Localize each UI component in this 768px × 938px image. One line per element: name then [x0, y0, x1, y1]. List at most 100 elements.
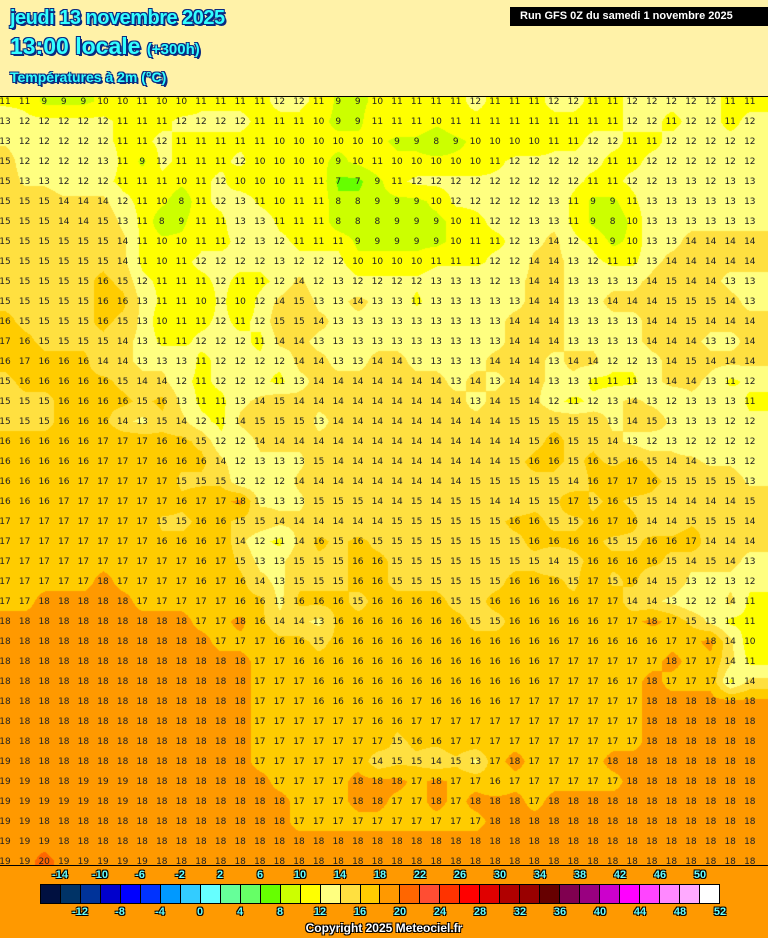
- temperature-value: 17: [371, 817, 384, 827]
- temperature-value: 15: [312, 457, 325, 467]
- temperature-value: 11: [450, 97, 462, 107]
- temperature-value: 16: [587, 457, 599, 467]
- temperature-value: 17: [293, 757, 305, 767]
- temperature-value: 15: [214, 477, 227, 487]
- temperature-value: 16: [410, 637, 423, 647]
- temperature-value: 18: [469, 837, 482, 847]
- temperature-value: 17: [214, 637, 227, 647]
- temperature-value: 11: [469, 257, 482, 267]
- temperature-value: 18: [469, 857, 482, 865]
- temperature-value: 13: [136, 337, 148, 347]
- temperature-value: 15: [410, 497, 423, 507]
- temperature-value: 18: [175, 677, 188, 687]
- temperature-value: 14: [352, 377, 364, 387]
- temperature-value: 11: [214, 217, 227, 227]
- legend-tick-label: 48: [673, 906, 687, 918]
- temperature-value: 14: [548, 257, 560, 267]
- temperature-value: 12: [254, 377, 266, 387]
- temperature-value: 16: [332, 697, 344, 707]
- temperature-value: 14: [528, 277, 540, 287]
- temperature-value: 18: [116, 677, 129, 687]
- temperature-value: 12: [77, 117, 90, 127]
- temperature-value: 16: [371, 557, 384, 567]
- temperature-value: 11: [293, 197, 305, 207]
- temperature-value: 16: [508, 517, 521, 527]
- temperature-value: 18: [567, 857, 580, 865]
- temperature-value: 12: [704, 597, 717, 607]
- temperature-value: 18: [273, 797, 286, 807]
- temperature-value: 13: [606, 417, 619, 427]
- legend-tick-label: -10: [92, 869, 108, 881]
- legend-color-swatch: [200, 885, 221, 903]
- temperature-value: 12: [567, 177, 580, 187]
- temperature-value: 15: [116, 377, 129, 387]
- temperature-value: 15: [665, 477, 678, 487]
- temperature-value: 11: [175, 337, 188, 347]
- temperature-value: 14: [332, 377, 344, 387]
- temperature-value: 15: [156, 417, 168, 427]
- temperature-value: 15: [450, 577, 462, 587]
- temperature-value: 18: [724, 777, 736, 787]
- temperature-value: 12: [234, 157, 246, 167]
- temperature-value: 18: [508, 837, 521, 847]
- temperature-value: 12: [685, 137, 697, 147]
- temperature-value: 12: [214, 297, 227, 307]
- temperature-value: 17: [587, 697, 599, 707]
- temperature-value: 15: [724, 477, 736, 487]
- temperature-value: 16: [0, 457, 11, 467]
- temperature-value: 17: [77, 557, 90, 567]
- temperature-value: 12: [273, 237, 286, 247]
- temperature-value: 11: [430, 97, 442, 107]
- temperature-value: 14: [391, 477, 403, 487]
- temperature-value: 13: [136, 417, 148, 427]
- temperature-value: 15: [548, 417, 560, 427]
- temperature-value: 18: [58, 757, 70, 767]
- temperature-value: 16: [175, 497, 188, 507]
- temperature-value: 13: [273, 557, 286, 567]
- temperature-value: 18: [744, 837, 756, 847]
- temperature-value: 17: [567, 737, 580, 747]
- temperature-value: 13: [508, 297, 521, 307]
- temperature-value: 14: [489, 357, 501, 367]
- temperature-value: 16: [312, 537, 325, 547]
- legend-tick-label: -12: [72, 906, 88, 918]
- temperature-value: 14: [685, 277, 697, 287]
- temperature-value: 14: [685, 557, 697, 567]
- temperature-value: 18: [332, 857, 344, 865]
- temperature-value: 13: [606, 397, 619, 407]
- temperature-value: 11: [744, 597, 756, 607]
- temperature-value: 11: [567, 397, 580, 407]
- temperature-value: 18: [724, 857, 736, 865]
- forecast-lead-time: (+300h): [146, 41, 200, 58]
- temperature-value: 15: [156, 517, 168, 527]
- temperature-value: 14: [410, 477, 423, 487]
- temperature-value: 13: [312, 417, 325, 427]
- temperature-value: 14: [410, 417, 423, 427]
- temperature-value: 11: [156, 337, 168, 347]
- temperature-value: 17: [548, 757, 560, 767]
- temperature-value: 13: [234, 217, 246, 227]
- temperature-value: 12: [214, 317, 227, 327]
- temperature-value: 14: [685, 237, 697, 247]
- temperature-value: 17: [254, 637, 266, 647]
- temperature-value: 17: [626, 657, 638, 667]
- temperature-value: 12: [724, 137, 736, 147]
- temperature-value: 13: [38, 177, 50, 187]
- temperature-value: 13: [587, 277, 599, 287]
- temperature-value: 15: [77, 337, 90, 347]
- temperature-value: 12: [646, 117, 658, 127]
- temperature-value: 14: [744, 257, 756, 267]
- temperature-value: 15: [234, 517, 246, 527]
- temperature-value: 18: [469, 797, 482, 807]
- temperature-value: 18: [77, 817, 90, 827]
- temperature-value: 15: [744, 497, 756, 507]
- temperature-value: 17: [606, 777, 619, 787]
- temperature-value: 12: [548, 97, 560, 107]
- temperature-value: 18: [704, 697, 717, 707]
- temperature-value: 16: [410, 677, 423, 687]
- temperature-value: 16: [97, 397, 109, 407]
- legend-tick-label: -8: [115, 906, 125, 918]
- temperature-value: 16: [469, 677, 482, 687]
- temperature-value: 18: [234, 777, 246, 787]
- temperature-value: 10: [156, 197, 168, 207]
